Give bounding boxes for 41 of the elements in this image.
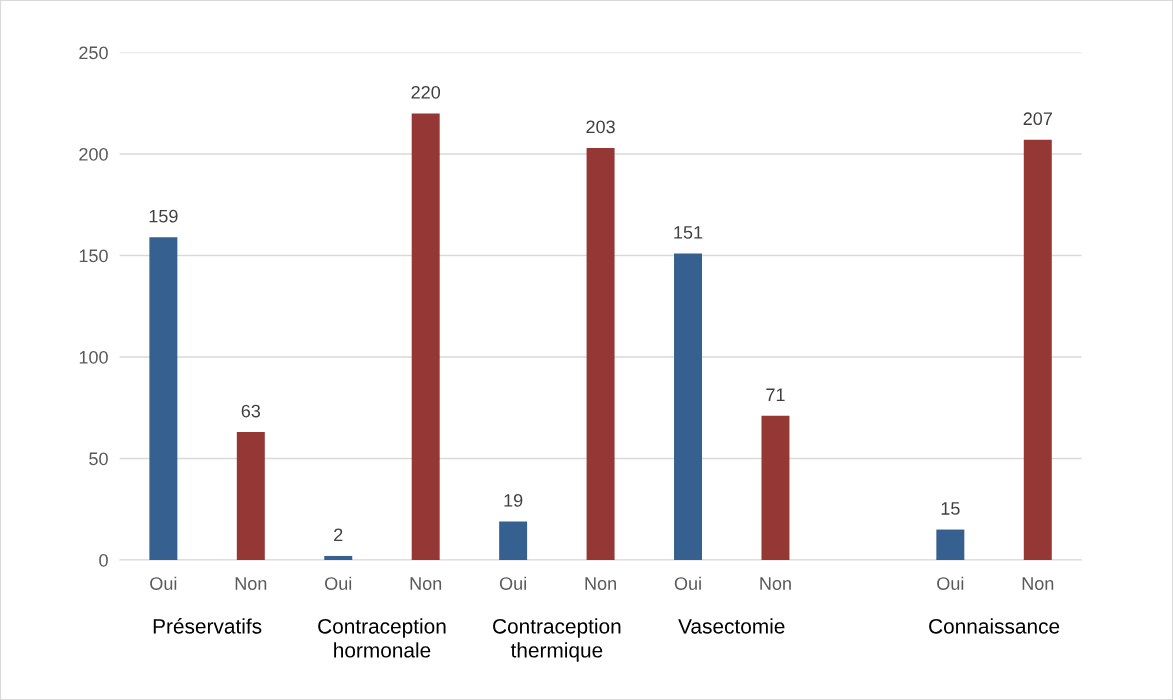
y-tick-label: 200: [79, 147, 108, 161]
bar: [1023, 139, 1052, 560]
data-label: 151: [674, 226, 703, 239]
y-tick-label: 250: [79, 46, 108, 60]
y-tick-label: 0: [99, 553, 108, 567]
bar: [324, 555, 353, 560]
data-label: 63: [241, 404, 261, 418]
data-label: 15: [941, 502, 960, 515]
bar: [936, 529, 965, 560]
x-tick-label: Oui: [674, 576, 701, 590]
x-tick-label: Non: [410, 577, 442, 590]
data-label: 71: [766, 388, 785, 402]
x-tick-label: Oui: [937, 576, 964, 590]
y-tick-label: 50: [89, 452, 108, 466]
text: Contraception thermique: [493, 618, 621, 662]
data-label: 207: [1023, 112, 1052, 126]
bar: [586, 147, 615, 560]
x-tick-label: Oui: [150, 576, 177, 590]
data-label: 220: [411, 85, 441, 99]
data-label: 19: [504, 493, 523, 507]
bar: [411, 113, 440, 560]
data-label: 159: [149, 209, 178, 223]
x-tick-label: Oui: [499, 576, 526, 590]
data-label: 203: [586, 120, 615, 134]
text: Vasectomie: [678, 618, 785, 634]
x-tick-label: Oui: [325, 576, 352, 590]
x-tick-label: Non: [1022, 577, 1054, 590]
x-tick-label: Non: [585, 577, 616, 590]
x-tick-label: Non: [235, 577, 267, 590]
bar: [149, 237, 178, 560]
bar: [236, 432, 265, 560]
x-tick-label: Non: [760, 577, 791, 590]
y-tick-label: 100: [79, 350, 108, 364]
bar: [674, 253, 703, 560]
bar: [761, 415, 790, 560]
data-label: 2: [334, 528, 343, 542]
text: Contraception hormonale: [318, 618, 446, 658]
y-tick-label: 150: [79, 249, 108, 263]
text: Connaissance: [929, 618, 1060, 634]
text: Préservatifs: [153, 618, 262, 634]
bar: [499, 521, 528, 560]
